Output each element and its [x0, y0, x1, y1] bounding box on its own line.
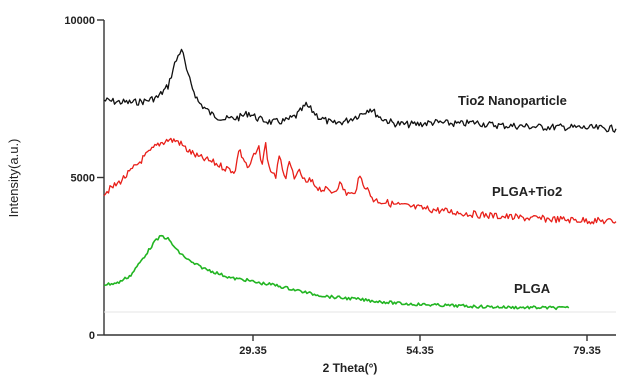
series-line-tio2-nanoparticle — [103, 48, 617, 133]
series-label: PLGA+Tio2 — [492, 184, 562, 199]
x-tick-label: 79.35 — [573, 345, 601, 357]
series-label: Tio2 Nanoparticle — [458, 93, 567, 108]
y-tick-label: 0 — [89, 330, 95, 342]
y-tick-label: 10000 — [64, 15, 95, 27]
y-tick-label: 5000 — [71, 173, 95, 185]
series-line-plga-tio2 — [103, 137, 617, 225]
x-tick-label: 54.35 — [406, 345, 434, 357]
series-line-plga — [103, 234, 570, 311]
x-axis-title: 2 Theta(°) — [323, 361, 378, 375]
series-label: PLGA — [514, 281, 551, 296]
x-tick-label: 29.35 — [239, 345, 267, 357]
y-axis-title: Intensity(a.u.) — [6, 139, 21, 218]
